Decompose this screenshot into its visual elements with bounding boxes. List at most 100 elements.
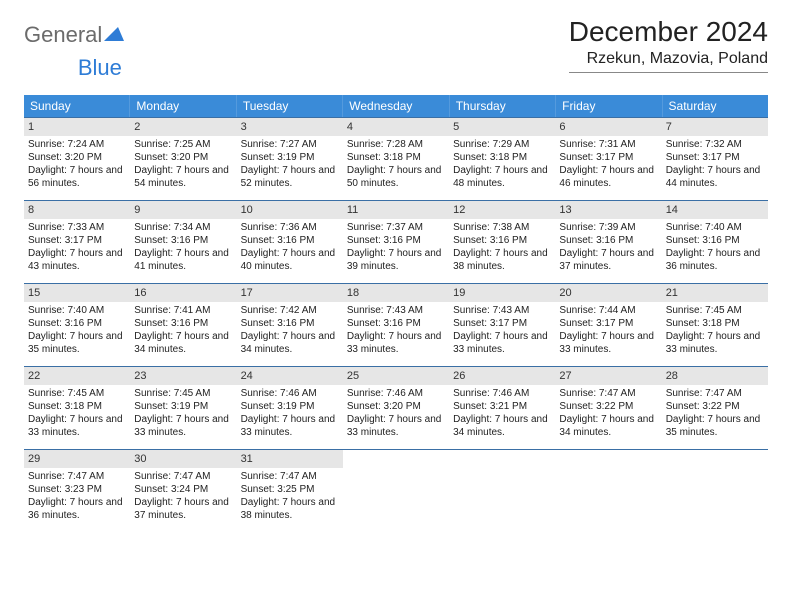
sunset-line: Sunset: 3:16 PM [134,317,232,330]
day-number: 4 [343,118,449,136]
dow-cell: Saturday [663,95,768,117]
day-number: 25 [343,367,449,385]
sunset-line: Sunset: 3:17 PM [559,151,657,164]
sunrise-line: Sunrise: 7:46 AM [453,387,551,400]
day-number: 26 [449,367,555,385]
day-cell: 26 Sunrise: 7:46 AMSunset: 3:21 PMDayligh… [449,367,555,449]
sunset-line: Sunset: 3:24 PM [134,483,232,496]
sunrise-line: Sunrise: 7:45 AM [28,387,126,400]
day-number: 7 [662,118,768,136]
sunset-line: Sunset: 3:16 PM [347,234,445,247]
day-cell: 31Sunrise: 7:47 AMSunset: 3:25 PMDayligh… [237,450,343,532]
daylight-line: Daylight: 7 hours and 34 minutes. [559,413,657,439]
day-number: 23 [130,367,236,385]
sunset-line: Sunset: 3:16 PM [134,234,232,247]
sunrise-line: Sunrise: 7:45 AM [134,387,232,400]
day-number: 19 [449,284,555,302]
sunset-line: Sunset: 3:16 PM [241,317,339,330]
week-row: 1Sunrise: 7:24 AMSunset: 3:20 PMDaylight… [24,117,768,200]
day-body: Sunrise: 7:37 AMSunset: 3:16 PMDaylight:… [347,221,445,273]
day-number: 14 [662,201,768,219]
sunset-line: Sunset: 3:23 PM [28,483,126,496]
daylight-line: Daylight: 7 hours and 33 minutes. [347,413,445,439]
daylight-line: Daylight: 7 hours and 50 minutes. [347,164,445,190]
daylight-line: Daylight: 7 hours and 43 minutes. [28,247,126,273]
sunrise-line: Sunrise: 7:34 AM [134,221,232,234]
day-cell: 7Sunrise: 7:32 AMSunset: 3:17 PMDaylight… [662,118,768,200]
calendar-page: General December 2024 Rzekun, Mazovia, P… [0,0,792,548]
dow-cell: Friday [556,95,662,117]
daylight-line: Daylight: 7 hours and 35 minutes. [28,330,126,356]
day-number: 24 [237,367,343,385]
dow-header-row: SundayMondayTuesdayWednesdayThursdayFrid… [24,95,768,117]
daylight-line: Daylight: 7 hours and 52 minutes. [241,164,339,190]
day-body: Sunrise: 7:46 AMSunset: 3:19 PMDaylight:… [241,387,339,439]
day-number: 17 [237,284,343,302]
sunrise-line: Sunrise: 7:29 AM [453,138,551,151]
day-cell: 12Sunrise: 7:38 AMSunset: 3:16 PMDayligh… [449,201,555,283]
day-cell [662,450,768,532]
sunset-line: Sunset: 3:19 PM [241,400,339,413]
day-number: 6 [555,118,661,136]
daylight-line: Daylight: 7 hours and 33 minutes. [559,330,657,356]
sunset-line: Sunset: 3:16 PM [28,317,126,330]
daylight-line: Daylight: 7 hours and 38 minutes. [453,247,551,273]
day-body: Sunrise: 7:31 AMSunset: 3:17 PMDaylight:… [559,138,657,190]
week-row: 22 Sunrise: 7:45 AMSunset: 3:18 PMDayligh… [24,366,768,449]
day-body: Sunrise: 7:47 AMSunset: 3:24 PMDaylight:… [134,470,232,522]
sunset-line: Sunset: 3:16 PM [347,317,445,330]
sunrise-line: Sunrise: 7:37 AM [347,221,445,234]
day-cell: 3Sunrise: 7:27 AMSunset: 3:19 PMDaylight… [237,118,343,200]
day-number: 22 [24,367,130,385]
daylight-line: Daylight: 7 hours and 38 minutes. [241,496,339,522]
day-number: 21 [662,284,768,302]
daylight-line: Daylight: 7 hours and 34 minutes. [134,330,232,356]
sunset-line: Sunset: 3:18 PM [347,151,445,164]
day-number: 5 [449,118,555,136]
sunrise-line: Sunrise: 7:38 AM [453,221,551,234]
day-body: Sunrise: 7:33 AMSunset: 3:17 PMDaylight:… [28,221,126,273]
daylight-line: Daylight: 7 hours and 33 minutes. [28,413,126,439]
day-number: 2 [130,118,236,136]
day-body: Sunrise: 7:45 AMSunset: 3:19 PMDaylight:… [134,387,232,439]
day-cell: 11Sunrise: 7:37 AMSunset: 3:16 PMDayligh… [343,201,449,283]
day-cell: 22 Sunrise: 7:45 AMSunset: 3:18 PMDayligh… [24,367,130,449]
day-cell: 23 Sunrise: 7:45 AMSunset: 3:19 PMDayligh… [130,367,236,449]
logo: General [24,16,124,48]
day-cell: 16Sunrise: 7:41 AMSunset: 3:16 PMDayligh… [130,284,236,366]
week-row: 29Sunrise: 7:47 AMSunset: 3:23 PMDayligh… [24,449,768,532]
daylight-line: Daylight: 7 hours and 46 minutes. [559,164,657,190]
day-body: Sunrise: 7:25 AMSunset: 3:20 PMDaylight:… [134,138,232,190]
day-body: Sunrise: 7:27 AMSunset: 3:19 PMDaylight:… [241,138,339,190]
sunset-line: Sunset: 3:19 PM [134,400,232,413]
day-cell: 27Sunrise: 7:47 AMSunset: 3:22 PMDayligh… [555,367,661,449]
day-number: 8 [24,201,130,219]
day-body: Sunrise: 7:43 AMSunset: 3:17 PMDaylight:… [453,304,551,356]
sunset-line: Sunset: 3:25 PM [241,483,339,496]
day-body: Sunrise: 7:45 AMSunset: 3:18 PMDaylight:… [28,387,126,439]
daylight-line: Daylight: 7 hours and 56 minutes. [28,164,126,190]
calendar-grid: SundayMondayTuesdayWednesdayThursdayFrid… [24,95,768,532]
day-cell: 21Sunrise: 7:45 AMSunset: 3:18 PMDayligh… [662,284,768,366]
day-body: Sunrise: 7:29 AMSunset: 3:18 PMDaylight:… [453,138,551,190]
daylight-line: Daylight: 7 hours and 48 minutes. [453,164,551,190]
sunset-line: Sunset: 3:17 PM [453,317,551,330]
day-body: Sunrise: 7:46 AMSunset: 3:21 PMDaylight:… [453,387,551,439]
sunrise-line: Sunrise: 7:33 AM [28,221,126,234]
day-number: 9 [130,201,236,219]
day-cell: 9Sunrise: 7:34 AMSunset: 3:16 PMDaylight… [130,201,236,283]
day-cell: 8 Sunrise: 7:33 AMSunset: 3:17 PMDaylight… [24,201,130,283]
sunrise-line: Sunrise: 7:36 AM [241,221,339,234]
logo-text-general: General [24,22,102,48]
day-cell: 29Sunrise: 7:47 AMSunset: 3:23 PMDayligh… [24,450,130,532]
day-body: Sunrise: 7:47 AMSunset: 3:22 PMDaylight:… [666,387,764,439]
daylight-line: Daylight: 7 hours and 40 minutes. [241,247,339,273]
sunrise-line: Sunrise: 7:46 AM [347,387,445,400]
sunrise-line: Sunrise: 7:47 AM [559,387,657,400]
sunset-line: Sunset: 3:21 PM [453,400,551,413]
daylight-line: Daylight: 7 hours and 37 minutes. [134,496,232,522]
sunset-line: Sunset: 3:20 PM [28,151,126,164]
sunrise-line: Sunrise: 7:40 AM [28,304,126,317]
sunrise-line: Sunrise: 7:28 AM [347,138,445,151]
day-cell: 4 Sunrise: 7:28 AMSunset: 3:18 PMDaylight… [343,118,449,200]
